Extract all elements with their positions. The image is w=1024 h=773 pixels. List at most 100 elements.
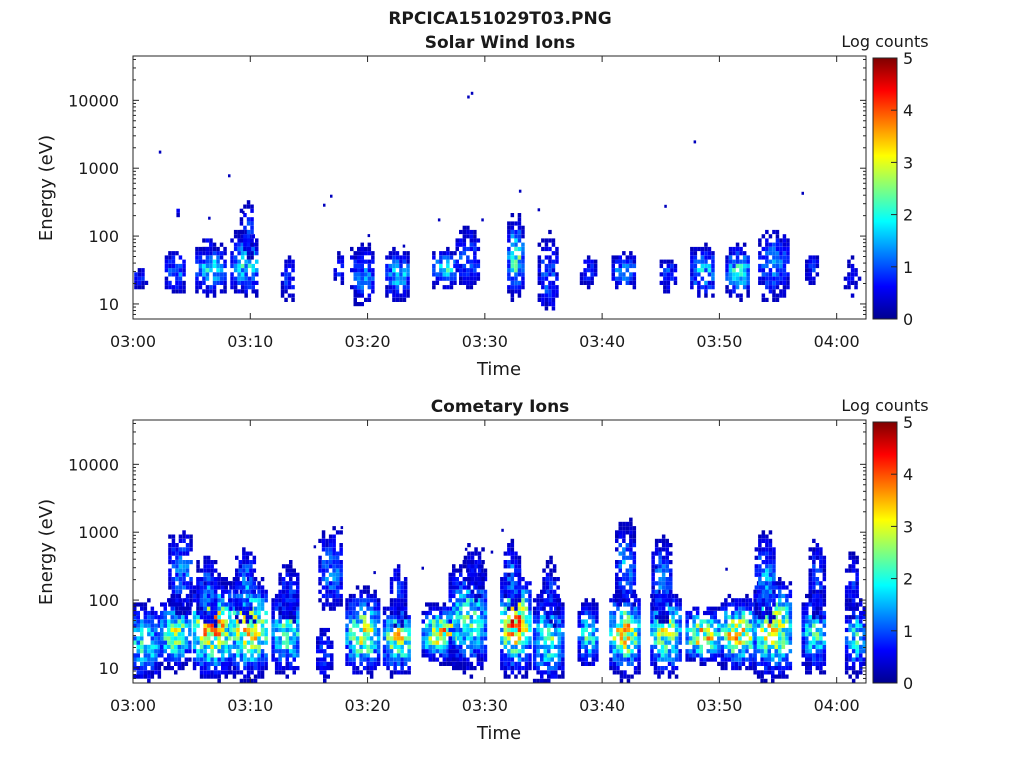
- heatmap-cell: [467, 564, 471, 568]
- heatmap-cell: [558, 645, 562, 649]
- heatmap-cell: [133, 636, 137, 640]
- heatmap-cell: [585, 636, 589, 640]
- heatmap-cell: [250, 243, 254, 247]
- heatmap-cell: [749, 624, 753, 628]
- heatmap-cell: [819, 602, 823, 606]
- heatmap-cell: [555, 247, 559, 251]
- heatmap-cell: [669, 552, 673, 556]
- heatmap-cell: [547, 658, 551, 662]
- heatmap-cell: [253, 560, 257, 564]
- heatmap-cell: [193, 611, 197, 615]
- heatmap-cell: [823, 653, 827, 657]
- heatmap-cell: [812, 260, 816, 264]
- heatmap-cell: [615, 547, 619, 551]
- heatmap-cell: [345, 611, 349, 615]
- heatmap-cell: [731, 598, 735, 602]
- heatmap-cell: [144, 615, 148, 619]
- heatmap-cell: [765, 277, 769, 281]
- heatmap-cell: [775, 611, 779, 615]
- heatmap-cell: [397, 632, 401, 636]
- heatmap-cell: [151, 645, 155, 649]
- heatmap-cell: [235, 581, 239, 585]
- heatmap-cell: [729, 268, 733, 272]
- heatmap-cell: [282, 615, 286, 619]
- heatmap-cell: [246, 564, 250, 568]
- heatmap-cell: [762, 247, 766, 251]
- heatmap-cell: [171, 658, 175, 662]
- heatmap-cell: [366, 636, 370, 640]
- heatmap-cell: [203, 594, 207, 598]
- heatmap-cell: [855, 619, 859, 623]
- heatmap-cell: [634, 611, 638, 615]
- heatmap-cell: [805, 649, 809, 653]
- heatmap-cell: [848, 552, 852, 556]
- heatmap-cell: [422, 611, 426, 615]
- heatmap-cell: [200, 662, 204, 666]
- heatmap-cell: [473, 281, 477, 285]
- heatmap-cell: [609, 645, 613, 649]
- heatmap-cell: [397, 611, 401, 615]
- heatmap-cell: [478, 585, 482, 589]
- heatmap-cell: [407, 636, 411, 640]
- heatmap-cell: [228, 636, 232, 640]
- heatmap-cell: [399, 260, 403, 264]
- heatmap-cell: [390, 675, 394, 679]
- heatmap-cell: [389, 272, 393, 276]
- heatmap-cell: [823, 624, 827, 628]
- heatmap-cell: [202, 238, 206, 242]
- heatmap-cell: [243, 234, 247, 238]
- heatmap-cell: [762, 255, 766, 259]
- heatmap-cell: [547, 653, 551, 657]
- heatmap-cell: [235, 573, 239, 577]
- heatmap-cell: [322, 594, 326, 598]
- heatmap-cell: [196, 585, 200, 589]
- heatmap-cell: [823, 560, 827, 564]
- heatmap-cell: [397, 577, 401, 581]
- heatmap-cell: [443, 255, 447, 259]
- heatmap-cell: [851, 255, 855, 259]
- heatmap-cell: [179, 581, 183, 585]
- heatmap-cell: [855, 653, 859, 657]
- heatmap-cell: [196, 636, 200, 640]
- heatmap-cell: [168, 251, 172, 255]
- heatmap-cell: [678, 658, 682, 662]
- heatmap-cell: [592, 658, 596, 662]
- heatmap-cell: [678, 607, 682, 611]
- heatmap-cell: [816, 590, 820, 594]
- heatmap-cell: [671, 624, 675, 628]
- heatmap-cell: [449, 585, 453, 589]
- heatmap-cell: [525, 619, 529, 623]
- heatmap-cell: [168, 585, 172, 589]
- heatmap-cell: [246, 615, 250, 619]
- heatmap-cell: [470, 285, 474, 289]
- heatmap-cell: [466, 590, 470, 594]
- heatmap-cell: [671, 619, 675, 623]
- heatmap-cell: [241, 268, 245, 272]
- heatmap-cell: [210, 573, 214, 577]
- heatmap-cell: [167, 636, 171, 640]
- heatmap-cell: [778, 624, 782, 628]
- heatmap-cell: [470, 247, 474, 251]
- heatmap-cell: [711, 251, 715, 255]
- heatmap-cell: [729, 294, 733, 298]
- heatmap-cell: [446, 624, 450, 628]
- heatmap-cell: [186, 607, 190, 611]
- heatmap-cell: [449, 581, 453, 585]
- heatmap-cell: [473, 649, 477, 653]
- heatmap-cell: [551, 645, 555, 649]
- heatmap-cell: [193, 632, 197, 636]
- heatmap-cell: [172, 602, 176, 606]
- heatmap-cell: [809, 573, 813, 577]
- heatmap-cell: [220, 277, 224, 281]
- heatmap-cell: [371, 251, 375, 255]
- heatmap-cell: [240, 217, 244, 221]
- heatmap-cell: [782, 581, 786, 585]
- heatmap-cell: [352, 624, 356, 628]
- heatmap-cell: [778, 628, 782, 632]
- heatmap-cell: [377, 641, 381, 645]
- heatmap-cell: [762, 598, 766, 602]
- heatmap-cell: [179, 573, 183, 577]
- heatmap-cell: [371, 272, 375, 276]
- heatmap-cell: [236, 670, 240, 674]
- heatmap-cell: [144, 619, 148, 623]
